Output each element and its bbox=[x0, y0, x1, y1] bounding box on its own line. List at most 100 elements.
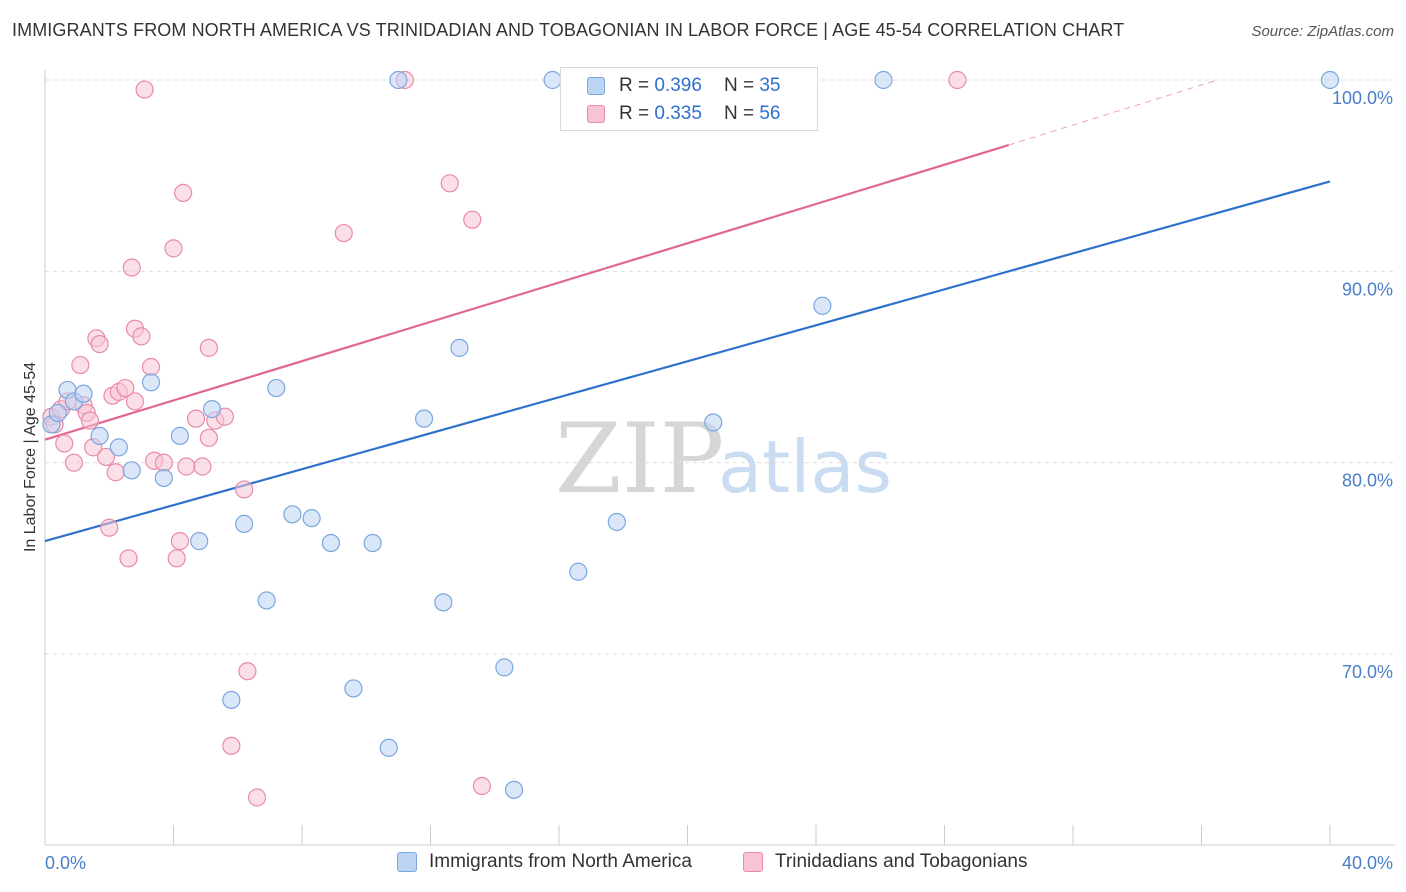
x-tick-label: 0.0% bbox=[45, 853, 86, 873]
blue-point bbox=[543, 70, 562, 90]
pink-point bbox=[238, 662, 257, 681]
blue-point bbox=[704, 413, 723, 432]
pink-point bbox=[80, 411, 100, 430]
pink-point bbox=[122, 258, 141, 277]
blue-point bbox=[363, 533, 382, 553]
pink-point bbox=[193, 457, 212, 476]
blue-point bbox=[389, 70, 408, 90]
stats-legend: R = 0.396 N = 35 R = 0.335 N = 56 bbox=[560, 67, 818, 131]
axes bbox=[44, 70, 1395, 846]
tick-labels: 70.0% 80.0% 90.0% 100.0% 0.0% 40.0% bbox=[45, 88, 1393, 873]
pink-point bbox=[125, 392, 145, 411]
pink-swatch-icon bbox=[587, 105, 605, 123]
blue-point bbox=[450, 338, 469, 357]
pink-point bbox=[96, 447, 116, 467]
pink-point bbox=[106, 463, 125, 482]
x-tick-label: 40.0% bbox=[1342, 853, 1393, 873]
y-tick-label: 80.0% bbox=[1342, 471, 1393, 491]
blue-point bbox=[190, 532, 209, 551]
r-label: R = bbox=[619, 75, 650, 96]
bottom-legend-pink: Trinidadians and Tobagonians bbox=[743, 851, 1027, 873]
blue-point bbox=[267, 378, 286, 398]
blue-point bbox=[321, 533, 341, 553]
blue-point bbox=[813, 296, 832, 315]
bottom-legend-blue: Immigrants from North America bbox=[397, 851, 692, 873]
blue-point bbox=[344, 679, 363, 698]
pink-point bbox=[55, 434, 74, 453]
blue-point bbox=[495, 658, 514, 677]
legend-series-name: Immigrants from North America bbox=[429, 851, 692, 872]
pink-point bbox=[186, 409, 206, 428]
blue-point bbox=[122, 461, 141, 480]
blue-point bbox=[235, 514, 254, 533]
y-tick-label: 70.0% bbox=[1342, 662, 1393, 682]
pink-point bbox=[132, 327, 151, 346]
pink-point bbox=[90, 334, 109, 354]
r-value-pink: 0.335 bbox=[654, 103, 702, 124]
pink-point bbox=[170, 532, 190, 551]
r-value-blue: 0.396 bbox=[654, 75, 702, 96]
y-tick-label: 100.0% bbox=[1332, 88, 1393, 108]
pink-point bbox=[154, 453, 173, 472]
trend-lines bbox=[44, 79, 1331, 543]
pink-point bbox=[948, 70, 967, 90]
watermark: ZIP atlas bbox=[555, 403, 892, 515]
blue-point bbox=[302, 509, 321, 528]
source-credit: Source: ZipAtlas.com bbox=[1251, 23, 1394, 40]
pink-point bbox=[247, 788, 267, 807]
r-label: R = bbox=[619, 103, 650, 124]
blue-point bbox=[504, 780, 524, 799]
blue-point bbox=[154, 468, 173, 488]
pink-point bbox=[222, 736, 241, 755]
blue-point bbox=[1320, 70, 1340, 90]
blue-point bbox=[222, 690, 241, 710]
pink-point bbox=[199, 428, 218, 447]
pink-point bbox=[116, 378, 135, 398]
pink-point bbox=[177, 457, 196, 476]
pink-point bbox=[174, 183, 193, 202]
watermark-atlas: atlas bbox=[718, 425, 892, 509]
pink-trend-extension bbox=[1008, 79, 1218, 146]
blue-point bbox=[141, 373, 161, 392]
pink-point bbox=[64, 453, 84, 472]
blue-point bbox=[607, 512, 626, 532]
blue-point bbox=[90, 426, 109, 445]
pink-point bbox=[164, 239, 183, 258]
pink-point bbox=[167, 549, 186, 568]
legend-series-name: Trinidadians and Tobagonians bbox=[775, 851, 1028, 872]
pink-point bbox=[334, 223, 353, 243]
n-label: N = bbox=[723, 103, 755, 124]
data-points bbox=[42, 70, 1340, 807]
blue-swatch-icon bbox=[587, 77, 605, 95]
blue-trend-line bbox=[44, 180, 1331, 543]
blue-point bbox=[569, 562, 588, 581]
blue-point bbox=[434, 593, 453, 612]
pink-point bbox=[199, 338, 218, 357]
blue-point bbox=[874, 70, 893, 90]
chart-title: IMMIGRANTS FROM NORTH AMERICA VS TRINIDA… bbox=[12, 20, 1125, 40]
n-value-blue: 35 bbox=[759, 75, 781, 96]
pink-swatch-icon bbox=[743, 852, 763, 872]
legend-row-blue: R = 0.396 N = 35 bbox=[587, 74, 780, 98]
blue-point bbox=[170, 426, 190, 445]
blue-point bbox=[109, 438, 128, 457]
y-axis-label: In Labor Force | Age 45-54 bbox=[22, 362, 39, 552]
blue-point bbox=[283, 505, 302, 524]
gridlines bbox=[45, 79, 1395, 655]
pink-trend-line bbox=[44, 144, 1010, 441]
blue-point bbox=[257, 591, 276, 610]
blue-point bbox=[414, 409, 434, 428]
watermark-zip: ZIP bbox=[555, 403, 724, 515]
n-value-pink: 56 bbox=[759, 103, 781, 124]
pink-point bbox=[119, 549, 138, 568]
blue-swatch-icon bbox=[397, 852, 417, 872]
n-label: N = bbox=[723, 75, 755, 96]
y-tick-label: 90.0% bbox=[1342, 279, 1393, 299]
pink-point bbox=[472, 776, 491, 796]
pink-point bbox=[141, 357, 161, 377]
blue-point bbox=[48, 403, 67, 423]
pink-point bbox=[463, 210, 482, 229]
legend-row-pink: R = 0.335 N = 56 bbox=[587, 102, 780, 126]
pink-point bbox=[235, 480, 254, 499]
